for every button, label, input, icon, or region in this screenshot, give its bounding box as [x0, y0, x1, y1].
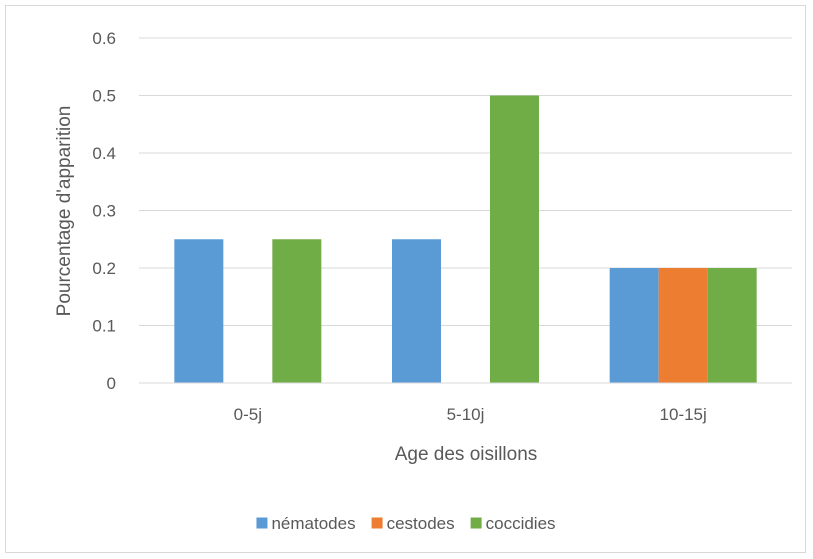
legend-item-coccidies: coccidies [471, 514, 556, 533]
bar-nématodes-0-5j [174, 239, 223, 383]
bar-coccidies-5-10j [490, 96, 539, 384]
y-tick-label-5: 0.5 [92, 87, 116, 106]
bar-nématodes-10-15j [610, 268, 659, 383]
legend-label-cestodes: cestodes [387, 514, 455, 533]
y-tick-label-3: 0.3 [92, 202, 116, 221]
bar-nématodes-5-10j [392, 239, 441, 383]
y-tick-label-4: 0.4 [92, 144, 116, 163]
x-tick-label-1: 5-10j [447, 405, 485, 424]
legend: nématodes cestodes coccidies [256, 514, 555, 533]
legend-label-nématodes: nématodes [271, 514, 355, 533]
x-tick-label-2: 10-15j [660, 405, 707, 424]
bar-coccidies-10-15j [708, 268, 757, 383]
y-tick-label-2: 0.2 [92, 259, 116, 278]
x-tick-label-0: 0-5j [234, 405, 262, 424]
legend-swatch-cestodes [372, 518, 383, 529]
bars [174, 96, 756, 384]
y-tick-label-6: 0.6 [92, 29, 116, 48]
bar-cestodes-10-15j [659, 268, 708, 383]
y-axis-title: Pourcentage d'apparition [54, 106, 75, 317]
legend-swatch-coccidies [471, 518, 482, 529]
x-axis-title: Age des oisillons [395, 444, 538, 465]
legend-item-cestodes: cestodes [372, 514, 455, 533]
bar-coccidies-0-5j [272, 239, 321, 383]
y-tick-label-1: 0.1 [92, 317, 116, 336]
y-tick-label-0: 0 [107, 374, 116, 393]
legend-label-coccidies: coccidies [486, 514, 556, 533]
legend-item-nématodes: nématodes [256, 514, 355, 533]
legend-swatch-nématodes [256, 518, 267, 529]
